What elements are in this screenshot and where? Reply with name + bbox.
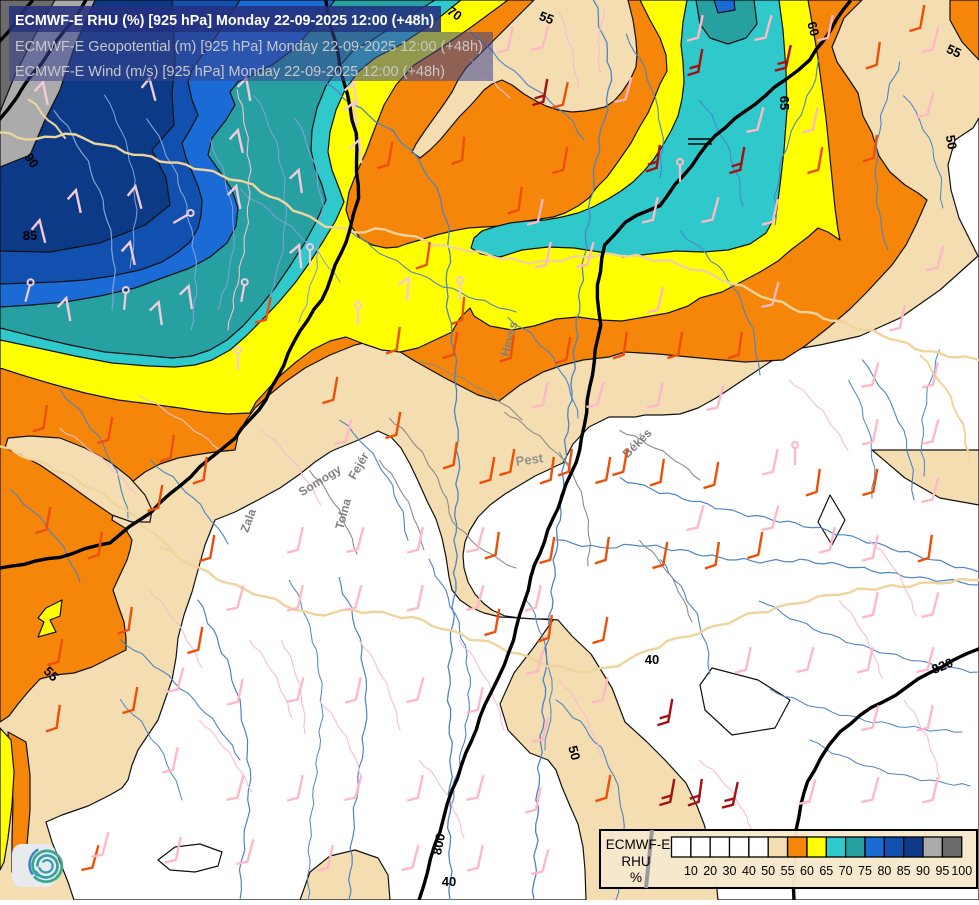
svg-text:90: 90 [21, 150, 42, 170]
svg-text:40: 40 [442, 874, 456, 889]
svg-text:85: 85 [23, 228, 37, 243]
svg-text:ECMWF-E Geopotential (m) [925: ECMWF-E Geopotential (m) [925 hPa] Monda… [15, 39, 483, 55]
svg-text:40: 40 [645, 652, 659, 667]
svg-text:50: 50 [943, 134, 960, 151]
svg-text:30: 30 [723, 864, 737, 878]
svg-text:40: 40 [742, 864, 756, 878]
svg-text:RHU: RHU [621, 854, 650, 869]
svg-text:80: 80 [877, 864, 891, 878]
svg-text:65: 65 [777, 96, 792, 110]
svg-text:ECMWF-E: ECMWF-E [606, 837, 671, 852]
svg-text:20: 20 [703, 864, 717, 878]
svg-text:95: 95 [935, 864, 949, 878]
svg-text:85: 85 [897, 864, 911, 878]
svg-text:%: % [630, 870, 642, 885]
svg-text:55: 55 [944, 41, 963, 61]
svg-text:55: 55 [781, 864, 795, 878]
svg-text:50: 50 [565, 744, 583, 762]
svg-text:75: 75 [858, 864, 872, 878]
svg-text:70: 70 [839, 864, 853, 878]
svg-text:Pest: Pest [515, 450, 545, 469]
svg-text:60: 60 [800, 864, 814, 878]
svg-text:70: 70 [444, 3, 464, 24]
svg-text:65: 65 [819, 864, 833, 878]
svg-text:10: 10 [684, 864, 698, 878]
svg-text:800: 800 [429, 832, 448, 856]
svg-text:100: 100 [951, 864, 972, 878]
svg-text:55: 55 [537, 8, 556, 27]
svg-text:60: 60 [804, 20, 822, 38]
svg-text:90: 90 [916, 864, 930, 878]
svg-text:ECMWF-E RHU (%) [925 hPa] Mond: ECMWF-E RHU (%) [925 hPa] Monday 22-09-2… [15, 13, 434, 29]
svg-text:ECMWF-E Wind (m/s) [925 hPa] M: ECMWF-E Wind (m/s) [925 hPa] Monday 22-0… [15, 64, 445, 80]
svg-text:50: 50 [761, 864, 775, 878]
